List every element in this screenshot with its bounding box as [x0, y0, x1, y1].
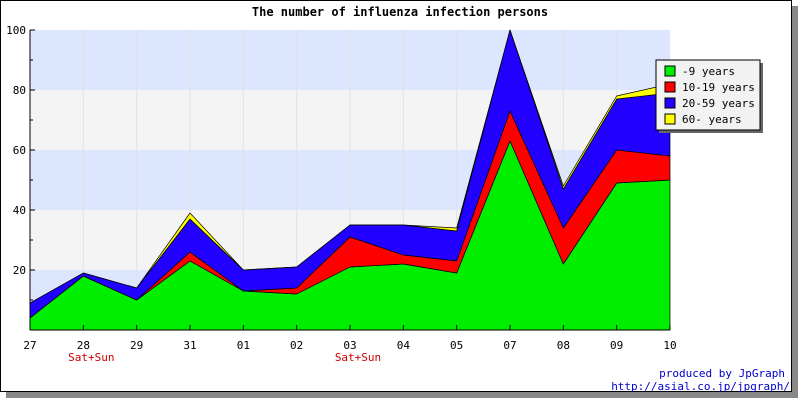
x-tick-label: 29	[130, 339, 143, 352]
legend-label: -9 years	[682, 65, 735, 78]
x-tick-label: 04	[397, 339, 411, 352]
credit-line-2: http://asial.co.jp/jpgraph/	[611, 380, 790, 393]
legend-label: 10-19 years	[682, 81, 755, 94]
y-tick-label: 20	[13, 264, 26, 277]
legend: -9 years 10-19 years 20-59 years 60- years	[655, 59, 763, 133]
x-tick-label: 31	[183, 339, 196, 352]
legend-label: 20-59 years	[682, 97, 755, 110]
chart-title: The number of influenza infection person…	[252, 5, 548, 19]
x-tick-label: 09	[610, 339, 623, 352]
y-tick-label: 60	[13, 144, 26, 157]
x-tick-label: 05	[450, 339, 463, 352]
weekend-label: Sat+Sun	[68, 351, 114, 364]
x-tick-label: 10	[663, 339, 676, 352]
y-tick-label: 100	[6, 24, 26, 37]
x-tick-label: 28	[77, 339, 90, 352]
x-tick-label: 01	[237, 339, 250, 352]
x-tick-label: 08	[557, 339, 570, 352]
legend-swatch	[664, 113, 676, 125]
x-tick-label: 27	[23, 339, 36, 352]
x-tick-label: 02	[290, 339, 303, 352]
legend-swatch	[664, 65, 676, 77]
x-tick-label: 03	[343, 339, 356, 352]
weekend-label: Sat+Sun	[335, 351, 381, 364]
legend-swatch	[664, 81, 676, 93]
legend-swatch	[664, 97, 676, 109]
y-tick-label: 40	[13, 204, 26, 217]
y-tick-label: 80	[13, 84, 26, 97]
credit-line-1: produced by JpGraph	[659, 367, 785, 380]
axes: 20 40 60 80 100 27 28 29 31 01 02 03 04 05 07 08 09 10 Sat…	[6, 24, 677, 364]
legend-label: 60- years	[682, 113, 742, 126]
x-tick-label: 07	[503, 339, 516, 352]
